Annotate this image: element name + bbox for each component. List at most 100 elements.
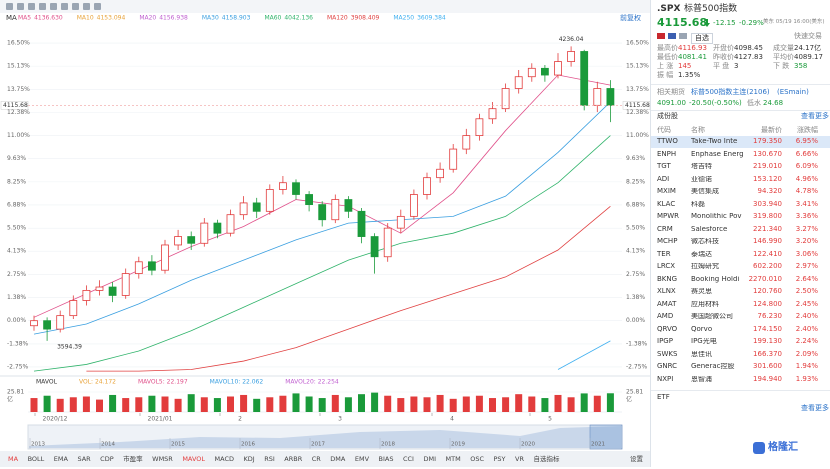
stock-price[interactable]: 146.990	[753, 237, 782, 245]
indicator-tab[interactable]: 自选指标	[533, 454, 560, 463]
indicator-tab[interactable]: CCI	[403, 455, 414, 463]
stock-code[interactable]: XLNX	[657, 287, 676, 295]
stock-name[interactable]: Monolithic Pov	[691, 213, 742, 220]
icon[interactable]	[6, 3, 13, 10]
indicator-tab[interactable]: DMI	[423, 455, 436, 463]
stock-name[interactable]: 恩智浦	[691, 375, 712, 383]
stock-change[interactable]: 4.96%	[795, 174, 818, 183]
stock-change[interactable]: 1.94%	[795, 362, 818, 370]
stock-change[interactable]: 3.41%	[795, 199, 818, 208]
indicator-tab[interactable]: WMSR	[152, 455, 173, 463]
stock-code[interactable]: NXPI	[657, 374, 674, 383]
constituents-more[interactable]: 查看更多	[801, 112, 829, 120]
icon[interactable]	[50, 3, 57, 10]
indicator-tab[interactable]: MAVOL	[182, 455, 205, 463]
stock-code[interactable]: CRM	[657, 224, 673, 233]
stock-change[interactable]: 4.78%	[795, 187, 818, 195]
stock-code[interactable]: TER	[657, 249, 671, 258]
etf-more[interactable]: 查看更多	[801, 404, 829, 412]
stock-price[interactable]: 219.010	[753, 162, 782, 170]
stock-change[interactable]: 6.95%	[795, 137, 818, 145]
stock-change[interactable]: 1.93%	[795, 374, 818, 383]
stock-code[interactable]: LRCX	[657, 262, 676, 270]
indicator-tab[interactable]: ARBR	[284, 455, 302, 463]
icon[interactable]	[61, 3, 68, 10]
stock-price[interactable]: 301.600	[753, 362, 782, 370]
icon[interactable]	[72, 3, 79, 10]
stock-name[interactable]: Generac控股	[691, 363, 735, 370]
stock-name[interactable]: 微芯科技	[691, 238, 719, 245]
stock-price[interactable]: 2270.010	[748, 274, 782, 283]
indicator-tab[interactable]: MA	[8, 455, 19, 463]
stock-name[interactable]: 应用材料	[691, 300, 719, 308]
stock-change[interactable]: 2.50%	[795, 287, 818, 295]
stock-price[interactable]: 179.350	[753, 137, 782, 145]
stock-change[interactable]: 2.24%	[795, 337, 818, 345]
indicator-tab[interactable]: OSC	[470, 455, 484, 463]
stock-name[interactable]: Enphase Energ	[691, 150, 744, 158]
indicator-tab[interactable]: KDJ	[244, 455, 255, 463]
futures-code[interactable]: (ESmain)	[777, 88, 809, 96]
stock-change[interactable]: 2.97%	[795, 262, 818, 270]
stock-name[interactable]: 亚德诺	[691, 175, 712, 183]
stock-change[interactable]: 3.06%	[795, 249, 818, 258]
icon[interactable]	[28, 3, 35, 10]
indicator-tab[interactable]: MACD	[215, 455, 234, 463]
stock-code[interactable]: MXIM	[657, 187, 676, 195]
indicator-tab[interactable]: PSY	[493, 455, 505, 463]
stock-price[interactable]: 166.370	[753, 349, 782, 358]
stock-name[interactable]: 科磊	[691, 200, 705, 208]
stock-price[interactable]: 120.760	[753, 287, 782, 295]
indicator-tab[interactable]: BIAS	[379, 455, 394, 463]
stock-change[interactable]: 2.64%	[795, 274, 818, 283]
stock-price[interactable]: 199.130	[753, 337, 782, 345]
stock-name[interactable]: 美信集成	[691, 188, 719, 195]
stock-code[interactable]: IPGP	[657, 337, 673, 345]
watch-button[interactable]: 自选	[691, 33, 713, 44]
stock-code[interactable]: QRVO	[657, 324, 678, 333]
stock-name[interactable]: 美国超微公司	[691, 313, 733, 320]
stock-code[interactable]: GNRC	[657, 362, 678, 370]
indicator-tab[interactable]: SAR	[77, 455, 91, 463]
stock-price[interactable]: 194.940	[753, 374, 782, 383]
stock-code[interactable]: ENPH	[657, 149, 677, 158]
trade-button[interactable]: 快速交易	[794, 32, 822, 40]
stock-code[interactable]: ADI	[657, 174, 670, 183]
indicator-tab[interactable]: BOLL	[28, 455, 45, 463]
stock-code[interactable]: MPWR	[657, 212, 680, 220]
stock-price[interactable]: 319.800	[753, 212, 782, 220]
stock-code[interactable]: SWKS	[657, 349, 678, 358]
indicator-tab[interactable]: 市盈率	[123, 454, 143, 463]
stock-name[interactable]: IPG光电	[691, 338, 717, 345]
stock-change[interactable]: 2.40%	[795, 324, 818, 333]
stock-change[interactable]: 6.66%	[795, 149, 818, 158]
stock-code[interactable]: TTWO	[657, 137, 678, 145]
stock-price[interactable]: 94.320	[757, 187, 783, 195]
stock-name[interactable]: Salesforce	[691, 225, 728, 233]
stock-code[interactable]: TGT	[657, 162, 671, 170]
indicator-tab[interactable]: EMA	[54, 455, 69, 463]
stock-code[interactable]: MCHP	[657, 237, 678, 245]
stock-price[interactable]: 122.410	[753, 249, 782, 258]
stock-change[interactable]: 2.09%	[795, 349, 818, 358]
stock-price[interactable]: 602.200	[753, 262, 782, 270]
stock-name[interactable]: 赛灵思	[691, 288, 712, 295]
indicator-tab[interactable]: VR	[515, 455, 524, 463]
indicator-tab[interactable]: RSI	[264, 455, 275, 463]
stock-name[interactable]: Booking Holdi	[691, 275, 740, 283]
stock-change[interactable]: 3.20%	[795, 237, 818, 245]
stock-code[interactable]: AMAT	[657, 299, 677, 308]
stock-code[interactable]: BKNG	[657, 274, 678, 283]
indicator-tab[interactable]: DMA	[330, 455, 346, 463]
stock-name[interactable]: 拉姆研究	[691, 263, 719, 270]
stock-name[interactable]: Qorvo	[691, 325, 713, 333]
stock-price[interactable]: 303.940	[753, 199, 782, 208]
stock-price[interactable]: 124.800	[753, 299, 782, 308]
stock-name[interactable]: 思佳讯	[691, 350, 712, 358]
stock-code[interactable]: KLAC	[657, 199, 676, 208]
stock-name[interactable]: Take-Two Inte	[691, 138, 738, 145]
icon[interactable]	[83, 3, 90, 10]
stock-name[interactable]: 泰瑞达	[691, 250, 712, 258]
share-icon[interactable]	[668, 33, 676, 39]
indicator-tab[interactable]: CDP	[100, 455, 114, 463]
